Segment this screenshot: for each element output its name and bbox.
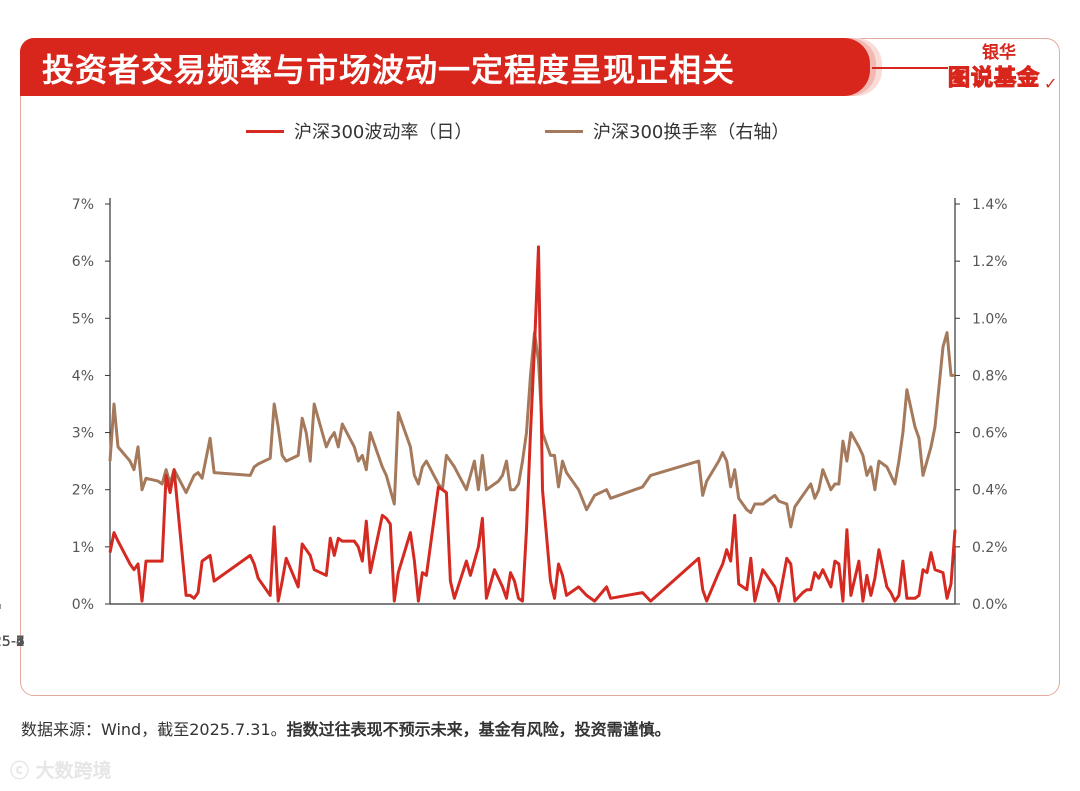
legend-item-volatility: 沪深300波动率（日） <box>246 118 472 144</box>
y-right-tick-label: 0.0% <box>972 597 1008 613</box>
x-tick-label: 2025-5 <box>0 634 25 650</box>
check-icon: ✓ <box>1044 74 1058 93</box>
footer-note: 数据来源：Wind，截至2025.7.31。指数过往表现不预示未来，基金有风险，… <box>21 716 671 740</box>
y-left-tick-label: 5% <box>72 311 94 327</box>
x-tick-label: 2025-6 <box>0 634 25 650</box>
y-right-tick-label: 0.4% <box>972 483 1008 499</box>
x-tick-label: 2025-7 <box>0 634 25 650</box>
volatility-series-line <box>108 245 957 603</box>
y-right-tick-label: 0.6% <box>972 426 1008 442</box>
page-title: 投资者交易频率与市场波动一定程度呈现正相关 <box>42 51 736 89</box>
y-right-tick-label: 0.8% <box>972 368 1008 384</box>
y-right-tick-label: 1.2% <box>972 254 1008 270</box>
footer-disclaimer: 指数过往表现不预示未来，基金有风险，投资需谨慎。 <box>286 720 671 739</box>
x-tick-label: 2025-4 <box>0 634 25 650</box>
y-right-tick-label: 1.4% <box>972 197 1008 213</box>
legend-swatch-turnover <box>545 129 583 133</box>
title-banner <box>20 38 870 96</box>
chart-legend: 沪深300波动率（日） 沪深300换手率（右轴） <box>0 118 1080 144</box>
y-left-tick-label: 0% <box>72 597 94 613</box>
x-tick-label: 2025-2 <box>0 634 25 650</box>
legend-label-turnover: 沪深300换手率（右轴） <box>593 122 790 143</box>
legend-label-volatility: 沪深300波动率（日） <box>294 122 473 143</box>
legend-swatch-volatility <box>246 129 284 133</box>
legend-item-turnover: 沪深300换手率（右轴） <box>545 118 789 144</box>
footer-source: 数据来源：Wind，截至2025.7.31。 <box>21 720 287 739</box>
y-left-tick-label: 6% <box>72 254 94 270</box>
watermark-text: 大数跨境 <box>35 760 112 782</box>
watermark: ⓒ 大数跨境 <box>10 756 112 783</box>
y-left-tick-label: 4% <box>72 368 94 384</box>
y-left-tick-label: 1% <box>72 540 94 556</box>
y-left-tick-label: 3% <box>72 426 94 442</box>
brand-logo-top: 银华 <box>982 43 1016 63</box>
x-tick-label: 2025-3 <box>0 634 25 650</box>
y-left-tick-label: 7% <box>72 197 94 213</box>
y-right-tick-label: 1.0% <box>972 311 1008 327</box>
watermark-icon: ⓒ <box>10 760 30 782</box>
x-tick-label: 2025-1 <box>0 634 25 650</box>
y-right-tick-label: 0.2% <box>972 540 1008 556</box>
turnover-series-line <box>108 331 955 529</box>
brand-logo-bottom: 图说基金 <box>947 65 1041 91</box>
y-left-tick-label: 2% <box>72 483 94 499</box>
chart-axes: 0% 1% 2% 3% 4% 5% 6% 7% 0.0% 0.2% 0.4% 0.6% 0.8% 1.0%… <box>0 197 1008 650</box>
brand-divider <box>872 67 948 69</box>
chart-lines <box>108 245 957 603</box>
